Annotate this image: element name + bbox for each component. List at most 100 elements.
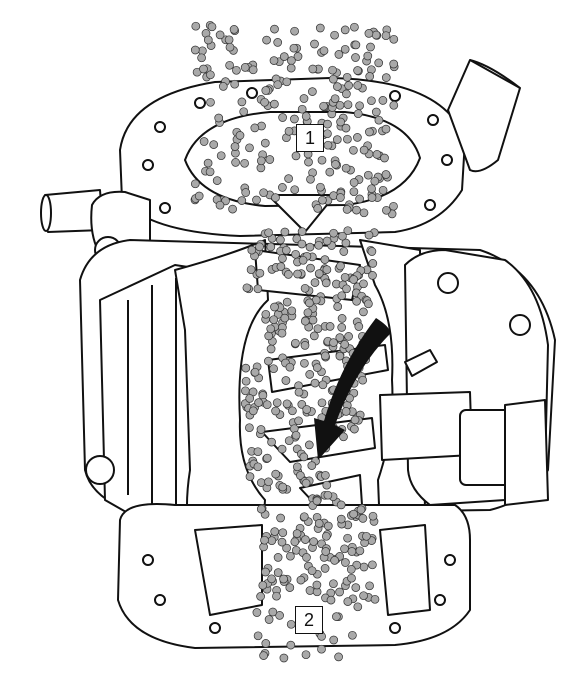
callout-inlet-label: 1 — [304, 127, 315, 148]
particle — [282, 77, 292, 87]
particle — [380, 153, 389, 163]
particle — [337, 323, 347, 332]
particle — [341, 407, 351, 416]
particle — [296, 471, 305, 480]
particle — [261, 86, 271, 95]
particle — [318, 195, 327, 205]
particle — [276, 513, 285, 523]
particle — [282, 297, 292, 307]
particle — [278, 183, 287, 192]
particle — [291, 338, 300, 348]
particle — [278, 113, 287, 122]
particle — [304, 157, 313, 167]
particle — [279, 574, 288, 584]
particle — [367, 193, 377, 202]
particle — [214, 113, 224, 123]
particle — [261, 639, 271, 648]
particle — [307, 461, 317, 470]
particle — [314, 240, 324, 250]
particle — [284, 126, 294, 136]
particle — [340, 44, 350, 54]
particle — [277, 444, 287, 454]
particle — [363, 51, 373, 61]
particle — [261, 309, 271, 319]
particle — [334, 50, 344, 59]
particle — [323, 119, 332, 129]
particle — [305, 370, 315, 379]
particle — [264, 477, 273, 487]
particle — [239, 107, 249, 117]
particle — [197, 53, 206, 63]
particle — [358, 375, 368, 385]
particle — [344, 81, 353, 90]
particle — [271, 406, 280, 416]
particle — [266, 324, 276, 334]
particle — [359, 591, 368, 601]
particle — [381, 124, 391, 134]
particle — [335, 587, 344, 597]
particle — [258, 580, 268, 590]
particle — [353, 133, 362, 142]
particle — [389, 201, 398, 211]
particle — [282, 399, 292, 409]
particle — [284, 174, 293, 183]
particle — [321, 531, 331, 541]
particle — [320, 255, 330, 264]
particle — [262, 400, 272, 410]
particle — [241, 376, 251, 386]
particle — [312, 363, 322, 372]
particle — [291, 249, 300, 259]
outlet-wall-left — [194, 524, 263, 616]
particle — [339, 432, 348, 442]
particle — [241, 188, 251, 197]
particle — [290, 185, 300, 195]
particle — [329, 635, 339, 645]
particle — [319, 101, 328, 111]
particle — [336, 500, 346, 510]
particle — [326, 595, 336, 605]
particle — [323, 140, 333, 150]
particle — [253, 631, 263, 641]
particle — [290, 537, 300, 547]
particle — [264, 331, 274, 341]
particle — [353, 66, 362, 75]
particle — [382, 205, 391, 215]
particle — [301, 650, 311, 660]
particle — [256, 156, 266, 166]
particle — [273, 38, 283, 47]
particle — [281, 376, 291, 385]
particle — [269, 364, 278, 374]
particle — [321, 547, 331, 556]
particle — [378, 185, 388, 195]
particle — [363, 170, 373, 180]
particle — [308, 87, 317, 96]
particle — [362, 531, 371, 541]
particle — [333, 82, 342, 91]
particle — [313, 204, 323, 213]
particle — [364, 230, 374, 240]
particle — [278, 254, 287, 263]
particle — [351, 583, 361, 592]
particle — [293, 269, 302, 279]
particle — [330, 556, 339, 565]
particle — [270, 302, 279, 312]
particle — [364, 29, 374, 38]
particle — [280, 227, 290, 237]
particle — [268, 607, 278, 617]
particle — [325, 322, 335, 331]
particle — [203, 35, 213, 45]
particle — [336, 117, 345, 127]
callout-outlet: 2 — [295, 606, 323, 634]
callout-inlet: 1 — [296, 124, 324, 152]
particle — [260, 97, 269, 107]
particle — [301, 535, 310, 544]
particle — [370, 594, 380, 604]
particle — [286, 63, 296, 73]
vent-pipe — [447, 59, 521, 173]
particle — [349, 509, 358, 519]
particle — [343, 533, 352, 543]
particle — [309, 331, 319, 341]
particle — [205, 167, 215, 177]
particle — [225, 60, 234, 70]
particle — [231, 158, 240, 167]
